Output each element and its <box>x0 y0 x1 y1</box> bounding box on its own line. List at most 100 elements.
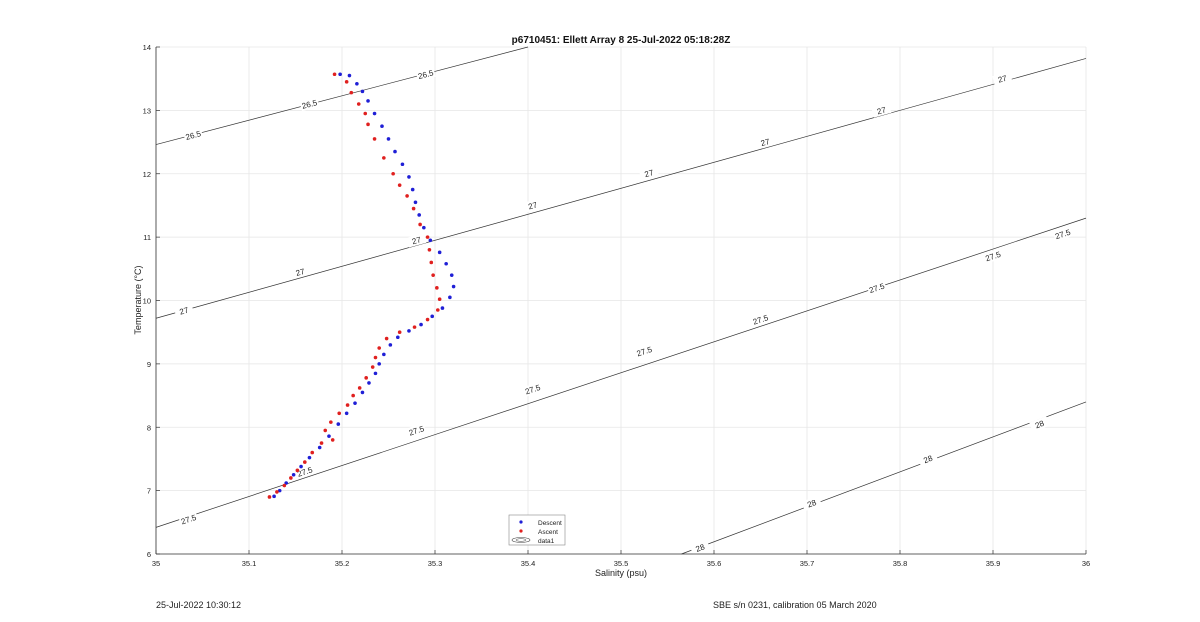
contour-label-27.5: 27.5 <box>408 424 426 438</box>
descent-point <box>367 381 371 385</box>
contour-label-bg <box>1029 416 1050 432</box>
legend-ascent-marker <box>519 529 523 533</box>
contour-label-bg <box>522 198 543 213</box>
descent-point <box>388 343 393 347</box>
ascent-point <box>377 346 382 350</box>
contour-label-bg <box>801 495 822 512</box>
ascent-point <box>384 336 389 341</box>
contour-label-bg <box>982 248 1004 264</box>
descent-point <box>440 306 445 310</box>
x-tick-label: 35.7 <box>800 559 815 568</box>
x-tick-label: 35 <box>152 559 160 568</box>
descent-point <box>393 149 397 154</box>
footer-calibration: SBE s/n 0231, calibration 05 March 2020 <box>713 600 877 610</box>
axes <box>155 46 1087 555</box>
contour-label-bg <box>638 165 659 181</box>
y-tick-label: 13 <box>143 106 151 115</box>
ascent-point <box>435 308 440 312</box>
contour-label-27: 27 <box>295 267 307 278</box>
x-tick-label: 35.9 <box>986 559 1001 568</box>
contour-label-bg <box>917 451 939 467</box>
descent-point <box>284 481 289 485</box>
contour-label-27: 27 <box>179 305 191 316</box>
descent-point <box>291 472 296 477</box>
contour-label-bg <box>294 464 315 480</box>
ascent-point <box>391 171 395 176</box>
descent-point <box>410 187 415 192</box>
density-contours: 26.526.526.5272727272727272727.527.527.5… <box>155 46 1087 556</box>
ascent-point <box>330 438 335 442</box>
descent-point <box>400 162 405 167</box>
contour-line-26.5 <box>155 46 529 145</box>
ascent-point <box>425 317 430 322</box>
legend-descent-label: Descent <box>538 520 562 527</box>
ascent-point <box>373 355 378 360</box>
ascent-point <box>363 111 368 116</box>
descent-point <box>422 225 426 230</box>
descent-point <box>327 434 331 438</box>
descent-point <box>428 238 433 243</box>
contour-label-bg <box>522 381 543 397</box>
y-tick-label: 6 <box>147 550 151 559</box>
descent-point <box>430 314 435 319</box>
descent-point <box>317 445 322 450</box>
contour-label-bg <box>183 127 204 143</box>
contour-label-26.5: 26.5 <box>417 68 435 81</box>
contour-label-bg <box>178 511 199 527</box>
ascent-point <box>295 468 300 473</box>
descent-point <box>419 322 423 327</box>
legend-data1-label: data1 <box>538 538 555 545</box>
ascent-point <box>275 490 279 494</box>
descent-point <box>437 250 442 255</box>
contour-label-bg <box>992 71 1013 86</box>
contour-label-27: 27 <box>527 200 539 211</box>
contour-label-27: 27 <box>411 235 423 246</box>
legend-data1-marker-inner <box>515 538 527 542</box>
legend-descent-marker <box>519 520 523 524</box>
y-tick-label: 14 <box>143 43 151 52</box>
descent-point <box>355 81 359 86</box>
descent-point <box>382 352 386 357</box>
contour-label-bg <box>750 311 771 328</box>
data-points <box>267 72 456 499</box>
contour-label-bg <box>299 96 320 112</box>
descent-point <box>307 455 312 460</box>
descent-point <box>299 464 303 469</box>
grid-lines <box>155 46 1087 555</box>
contour-label-bg <box>866 280 887 296</box>
descent-point <box>338 72 342 77</box>
descent-point <box>417 213 421 217</box>
legend-data1-marker <box>511 537 531 543</box>
descent-point <box>444 261 448 266</box>
ascent-point <box>282 483 287 488</box>
x-tick-label: 35.1 <box>242 559 257 568</box>
contour-label-bg <box>689 539 711 556</box>
descent-point <box>353 401 357 405</box>
ascent-point <box>329 420 333 424</box>
ascent-point <box>411 206 416 211</box>
ascent-point <box>412 325 417 329</box>
contour-label-27: 27 <box>644 168 656 179</box>
contour-line-28 <box>681 401 1087 555</box>
contour-label-28: 28 <box>806 498 818 510</box>
contour-label-28: 28 <box>922 453 934 465</box>
ascent-point <box>332 72 337 77</box>
ascent-point <box>372 137 377 141</box>
descent-point <box>366 99 370 103</box>
ascent-point <box>323 428 328 433</box>
contour-label-28: 28 <box>1034 419 1046 431</box>
ascent-point <box>425 235 430 239</box>
contour-line-27 <box>155 58 1087 319</box>
ascent-point <box>397 183 402 187</box>
contour-label-bg <box>634 343 655 359</box>
ascent-point <box>431 273 435 277</box>
contour-label-27: 27 <box>997 73 1009 84</box>
y-tick-label: 11 <box>143 233 151 242</box>
contour-label-bg <box>871 103 892 118</box>
contour-label-28: 28 <box>694 542 706 554</box>
x-tick-label: 35.8 <box>893 559 908 568</box>
legend-ascent-label: Ascent <box>538 529 558 536</box>
x-tick-label: 35.4 <box>521 559 536 568</box>
ascent-point <box>397 330 402 334</box>
contour-label-bg <box>415 67 436 82</box>
